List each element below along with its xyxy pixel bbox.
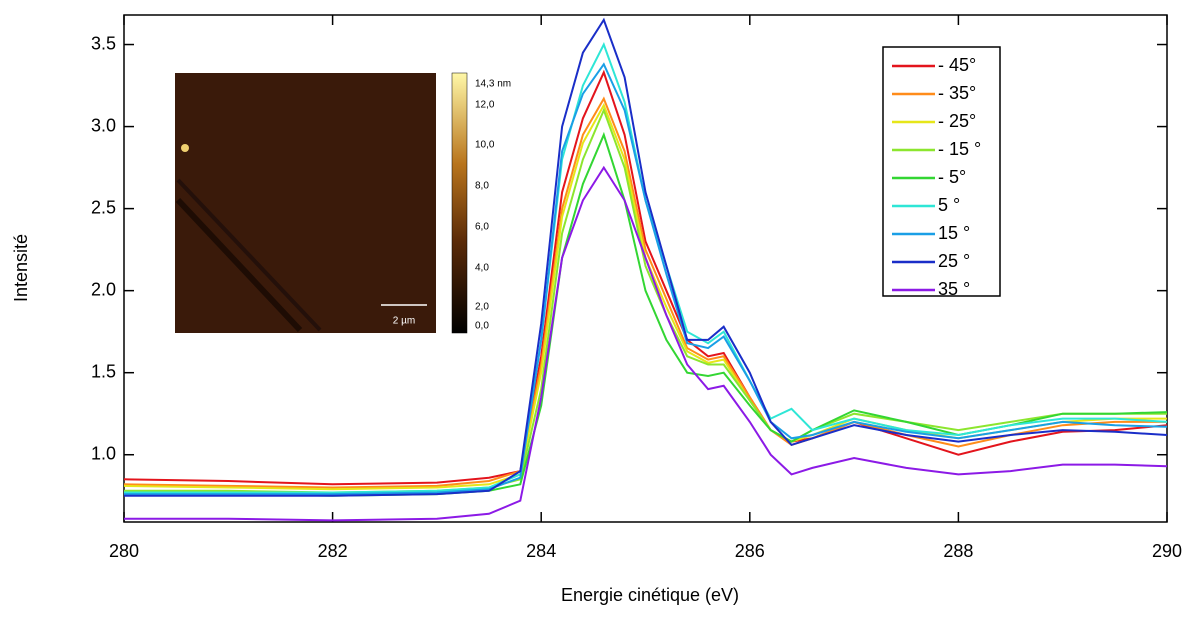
afm-feature — [176, 178, 322, 332]
colorbar-label: 6,0 — [475, 222, 489, 233]
y-tick-label: 1.0 — [91, 443, 116, 463]
afm-inset: 2 µm — [175, 72, 468, 334]
legend-label: - 5° — [938, 167, 966, 187]
legend-label: 35 ° — [938, 279, 970, 299]
colorbar-label: 14,3 nm — [475, 79, 511, 90]
x-tick-label: 288 — [943, 541, 973, 561]
y-tick-label: 2.0 — [91, 279, 116, 299]
x-tick-label: 284 — [526, 541, 556, 561]
series-line — [124, 17, 1168, 497]
x-axis-title: Energie cinétique (eV) — [561, 585, 739, 605]
series-line — [124, 165, 1168, 522]
y-axis-title: Intensité — [11, 234, 31, 302]
legend-label: 5 ° — [938, 195, 960, 215]
scale-label: 2 µm — [393, 316, 415, 327]
afm-feature — [175, 197, 303, 333]
x-tick-label: 286 — [735, 541, 765, 561]
colorbar-label: 10,0 — [475, 140, 495, 151]
colorbar-label: 8,0 — [475, 181, 489, 192]
x-tick-label: 290 — [1152, 541, 1182, 561]
x-tick-label: 280 — [109, 541, 139, 561]
colorbar-label: 0,0 — [475, 321, 489, 332]
y-tick-label: 3.0 — [91, 115, 116, 135]
colorbar-label: 12,0 — [475, 100, 495, 111]
colorbar — [451, 72, 468, 334]
afm-image — [175, 73, 436, 333]
y-tick-label: 1.5 — [91, 361, 116, 381]
y-tick-label: 3.5 — [91, 33, 116, 53]
series-line — [123, 96, 1167, 489]
legend-box — [882, 46, 1001, 297]
plot-frame — [123, 14, 1168, 523]
legend-label: 25 ° — [938, 251, 970, 271]
x-tick-label: 282 — [318, 541, 348, 561]
legend-label: - 35° — [938, 83, 976, 103]
legend-label: 15 ° — [938, 223, 970, 243]
series-line — [124, 131, 1168, 497]
legend-label: - 25° — [938, 111, 976, 131]
colorbar-label: 4,0 — [475, 263, 489, 274]
legend-label: - 45° — [938, 55, 976, 75]
y-tick-label: 2.5 — [91, 197, 116, 217]
colorbar-label: 2,0 — [475, 302, 489, 313]
legend-label: - 15 ° — [938, 139, 981, 159]
afm-feature — [181, 144, 189, 152]
